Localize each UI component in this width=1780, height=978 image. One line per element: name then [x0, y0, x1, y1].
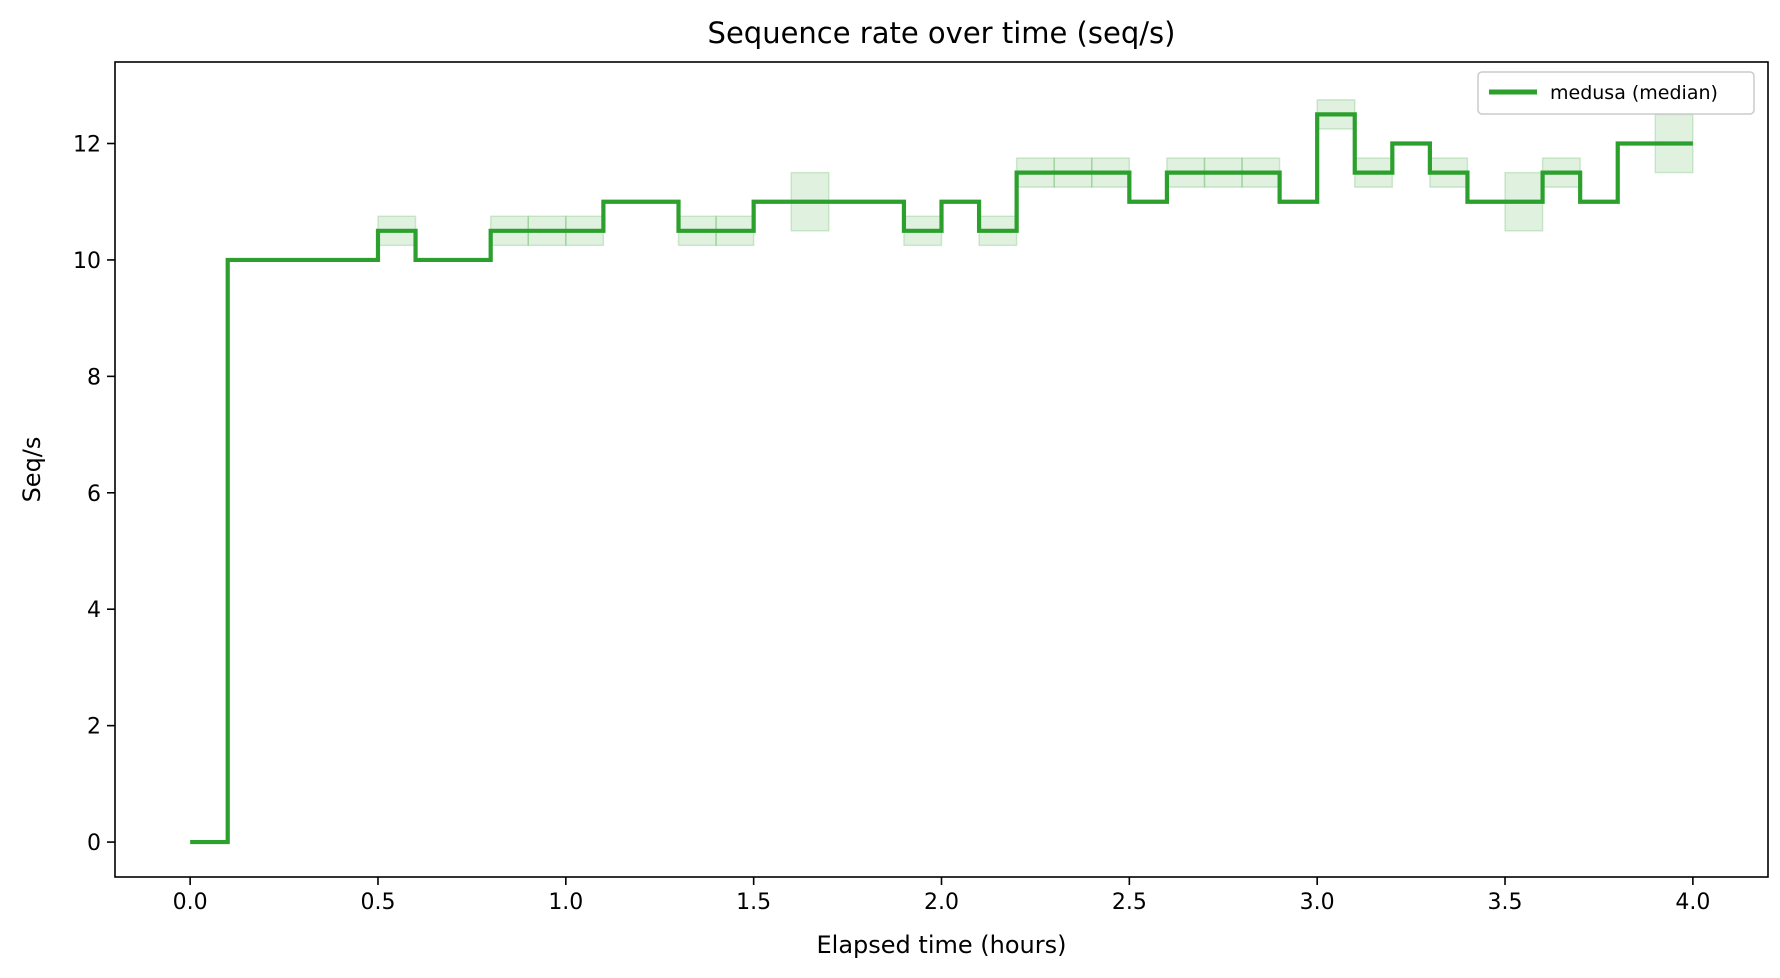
y-axis-label: Seq/s — [18, 437, 46, 503]
legend: medusa (median) — [1477, 71, 1755, 115]
chart-title: Sequence rate over time (seq/s) — [708, 16, 1176, 50]
y-tick-label: 2 — [87, 715, 101, 740]
series-line-layer — [190, 112, 1693, 845]
x-tick-label: 0.0 — [173, 890, 208, 915]
x-axis-ticks: 0.0 0.5 1.0 1.5 2.0 2.5 3.0 3.5 4.0 — [173, 877, 1710, 915]
y-tick-label: 0 — [87, 831, 101, 856]
y-tick-label: 4 — [87, 598, 101, 623]
y-tick-label: 10 — [73, 249, 101, 274]
legend-box — [1477, 71, 1755, 115]
x-axis-label: Elapsed time (hours) — [817, 931, 1067, 959]
y-tick-label: 8 — [87, 365, 101, 390]
x-tick-label: 2.5 — [1112, 890, 1147, 915]
x-tick-label: 0.5 — [360, 890, 395, 915]
y-axis-ticks: 0 2 4 6 8 10 12 — [73, 133, 115, 856]
x-tick-label: 4.0 — [1675, 890, 1710, 915]
y-tick-label: 12 — [73, 133, 101, 158]
legend-label: medusa (median) — [1550, 82, 1718, 104]
x-tick-label: 1.0 — [548, 890, 583, 915]
x-tick-label: 1.5 — [736, 890, 771, 915]
x-tick-label: 2.0 — [924, 890, 959, 915]
x-tick-label: 3.0 — [1300, 890, 1335, 915]
x-tick-label: 3.5 — [1488, 890, 1523, 915]
series-line-0 — [190, 112, 1693, 845]
y-tick-label: 6 — [87, 482, 101, 507]
